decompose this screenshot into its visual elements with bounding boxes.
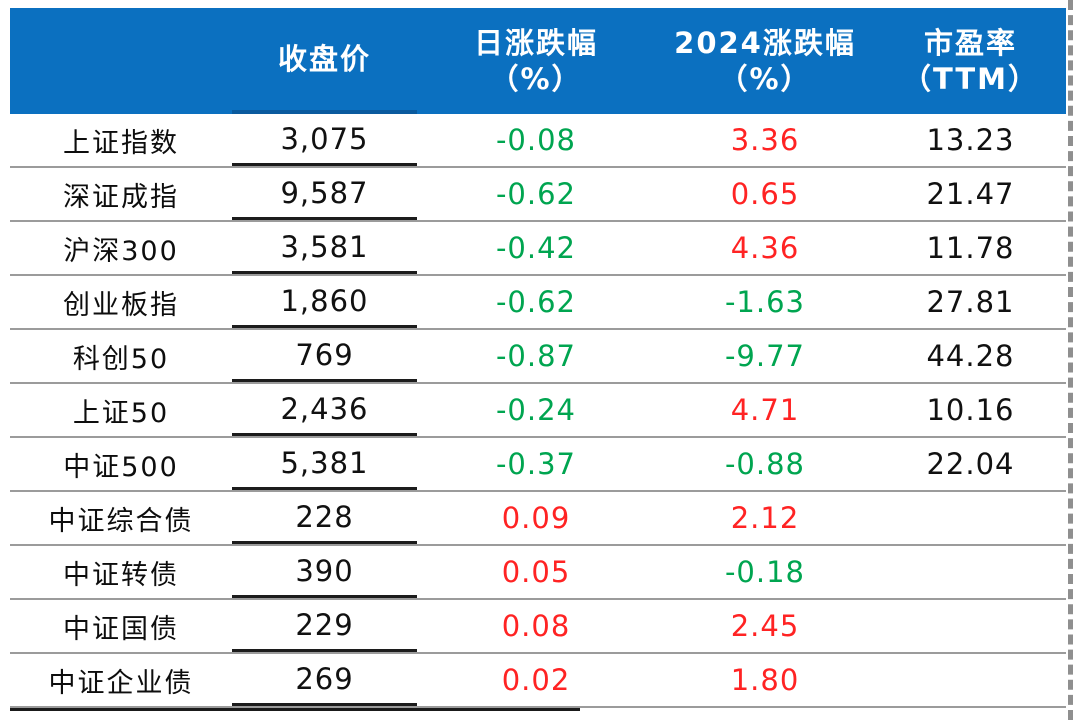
- header-close-price-label: 收盘价: [277, 41, 371, 76]
- table-row: 中证企业债 269 0.02 1.80: [10, 654, 1066, 708]
- header-close-price: 收盘价: [232, 8, 417, 114]
- ytd-change-cell: 2.45: [730, 609, 800, 643]
- table-body: 上证指数 3,075 -0.08 3.36 13.23 深证成指 9,587 -…: [10, 114, 1066, 708]
- header-ytd-change-label: 2024涨跌幅: [674, 25, 856, 60]
- index-name-cell: 中证国债: [63, 613, 179, 645]
- ytd-change-cell: 3.36: [730, 123, 800, 157]
- header-daily-change-unit: （%）: [489, 62, 583, 96]
- daily-change-cell: -0.42: [495, 231, 577, 265]
- table-row: 创业板指 1,860 -0.62 -1.63 27.81: [10, 276, 1066, 330]
- header-ytd-change-unit: （%）: [718, 62, 812, 96]
- daily-change-cell: 0.05: [501, 555, 571, 589]
- table-header-row: 收盘价 日涨跌幅 （%） 2024涨跌幅 （%） 市盈率 （TTM）: [10, 8, 1066, 114]
- pe-ttm-cell: [875, 492, 1066, 544]
- table-row: 沪深300 3,581 -0.42 4.36 11.78: [10, 222, 1066, 276]
- close-price-cell: 390: [232, 546, 417, 598]
- pe-ttm-cell: 21.47: [926, 177, 1015, 211]
- ytd-change-cell: -9.77: [724, 339, 806, 373]
- pe-ttm-cell: 22.04: [926, 447, 1015, 481]
- page-break-dashed-line: [1068, 0, 1073, 720]
- pe-ttm-cell: [875, 546, 1066, 598]
- close-price-cell: 2,436: [232, 384, 417, 436]
- ytd-change-cell: -0.18: [724, 555, 806, 589]
- index-name-cell: 科创50: [72, 343, 170, 375]
- close-price-cell: 229: [232, 600, 417, 652]
- ytd-change-cell: 0.65: [730, 177, 800, 211]
- header-blank: [10, 8, 232, 114]
- table-row: 中证转债 390 0.05 -0.18: [10, 546, 1066, 600]
- index-name-cell: 中证企业债: [48, 667, 194, 699]
- index-name-cell: 中证综合债: [48, 505, 194, 537]
- ytd-change-cell: 1.80: [730, 663, 800, 697]
- pe-ttm-cell: 27.81: [926, 285, 1015, 319]
- index-name-cell: 上证指数: [63, 127, 179, 159]
- table-row: 中证国债 229 0.08 2.45: [10, 600, 1066, 654]
- table-row: 上证50 2,436 -0.24 4.71 10.16: [10, 384, 1066, 438]
- index-name-cell: 深证成指: [63, 181, 179, 213]
- index-name-cell: 创业板指: [63, 289, 179, 321]
- close-price-cell: 3,581: [232, 222, 417, 274]
- table-row: 中证500 5,381 -0.37 -0.88 22.04: [10, 438, 1066, 492]
- table-row: 深证成指 9,587 -0.62 0.65 21.47: [10, 168, 1066, 222]
- table-row: 中证综合债 228 0.09 2.12: [10, 492, 1066, 546]
- header-daily-change-label: 日涨跌幅: [473, 25, 598, 60]
- daily-change-cell: -0.37: [495, 447, 577, 481]
- table: 收盘价 日涨跌幅 （%） 2024涨跌幅 （%） 市盈率 （TTM） 上证指数 …: [10, 8, 1066, 711]
- header-ytd-change: 2024涨跌幅 （%）: [655, 8, 875, 114]
- index-name-cell: 中证转债: [63, 559, 179, 591]
- daily-change-cell: -0.62: [495, 285, 577, 319]
- close-price-cell: 5,381: [232, 438, 417, 490]
- header-daily-change: 日涨跌幅 （%）: [417, 8, 655, 114]
- daily-change-cell: -0.08: [495, 123, 577, 157]
- ytd-change-cell: 4.36: [730, 231, 800, 265]
- pe-ttm-cell: 13.23: [926, 123, 1015, 157]
- pe-ttm-cell: 44.28: [926, 339, 1015, 373]
- daily-change-cell: 0.08: [501, 609, 571, 643]
- daily-change-cell: 0.09: [501, 501, 571, 535]
- table-row: 上证指数 3,075 -0.08 3.36 13.23: [10, 114, 1066, 168]
- header-pe-ttm-label: 市盈率: [923, 25, 1017, 60]
- close-price-cell: 3,075: [232, 114, 417, 166]
- daily-change-cell: 0.02: [501, 663, 571, 697]
- index-name-cell: 沪深300: [63, 235, 179, 267]
- close-price-cell: 9,587: [232, 168, 417, 220]
- pe-ttm-cell: 10.16: [926, 393, 1015, 427]
- close-price-cell: 269: [232, 654, 417, 706]
- daily-change-cell: -0.24: [495, 393, 577, 427]
- header-pe-ttm: 市盈率 （TTM）: [875, 8, 1066, 114]
- header-pe-ttm-unit: （TTM）: [901, 62, 1040, 96]
- ytd-change-cell: 2.12: [730, 501, 800, 535]
- close-price-cell: 769: [232, 330, 417, 382]
- ytd-change-cell: -0.88: [724, 447, 806, 481]
- ytd-change-cell: 4.71: [730, 393, 800, 427]
- table-bottom-border: [10, 708, 580, 711]
- daily-change-cell: -0.87: [495, 339, 577, 373]
- ytd-change-cell: -1.63: [724, 285, 806, 319]
- close-price-cell: 1,860: [232, 276, 417, 328]
- pe-ttm-cell: [875, 654, 1066, 706]
- pe-ttm-cell: [875, 600, 1066, 652]
- pe-ttm-cell: 11.78: [926, 231, 1015, 265]
- daily-change-cell: -0.62: [495, 177, 577, 211]
- close-price-cell: 228: [232, 492, 417, 544]
- table-row: 科创50 769 -0.87 -9.77 44.28: [10, 330, 1066, 384]
- index-name-cell: 上证50: [72, 397, 170, 429]
- index-name-cell: 中证500: [63, 451, 179, 483]
